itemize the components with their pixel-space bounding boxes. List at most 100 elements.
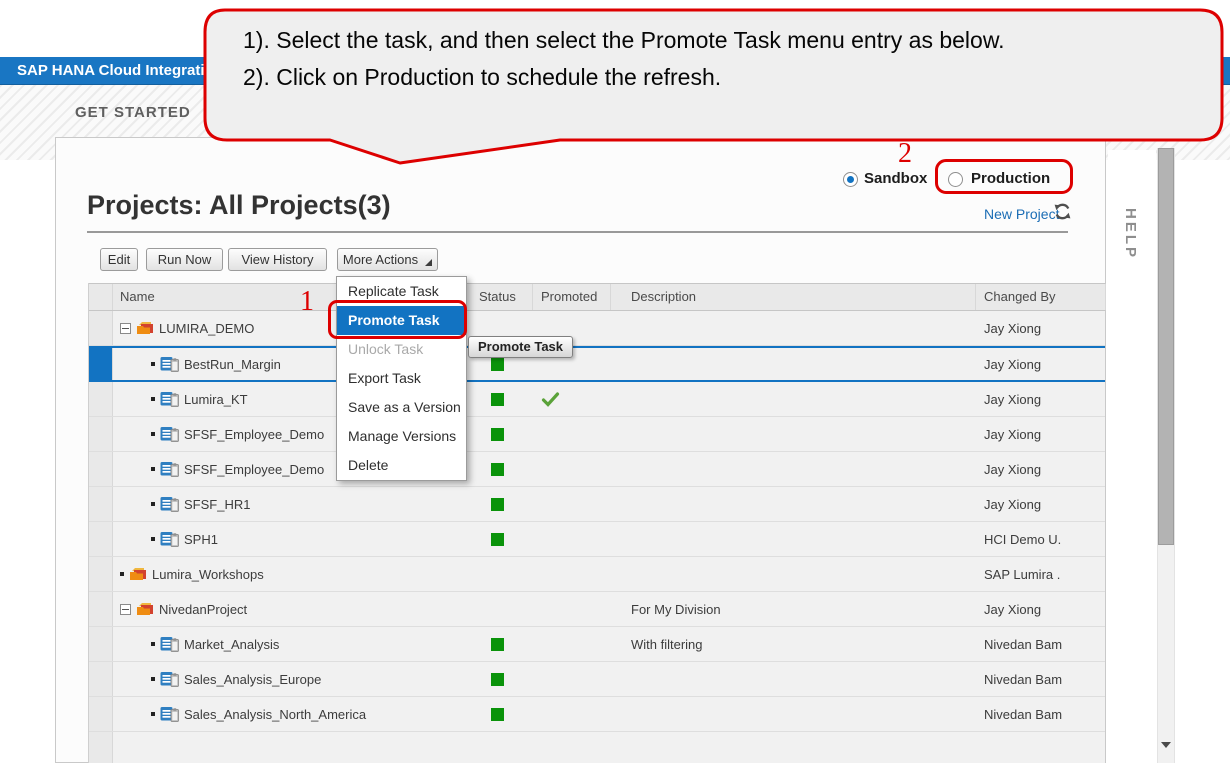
title-divider [87, 231, 1068, 233]
status-indicator [491, 427, 504, 441]
row-changed-by-cell: HCI Demo U. [976, 522, 1106, 556]
row-name-cell[interactable] [113, 732, 467, 763]
table-row[interactable]: SFSF_Employee_Demo Jay Xiong [89, 417, 1105, 452]
production-label[interactable]: Production [971, 170, 1051, 187]
row-changed-by-cell: Nivedan Bam [976, 627, 1106, 661]
sandbox-radio[interactable] [843, 172, 858, 187]
table-row[interactable] [89, 732, 1105, 763]
table-row[interactable]: SPH1 HCI Demo U. [89, 522, 1105, 557]
row-name-cell[interactable]: LUMIRA_DEMO [113, 311, 467, 345]
help-label[interactable]: HELP [1122, 208, 1139, 261]
row-description-cell [611, 417, 976, 451]
row-promoted-cell [533, 557, 611, 591]
row-select-cell[interactable] [89, 662, 113, 696]
row-name-cell[interactable]: Sales_Analysis_North_America [113, 697, 467, 731]
row-changed-by: Jay Xiong [984, 496, 1042, 512]
status-indicator [491, 637, 504, 651]
menu-item-delete[interactable]: Delete [348, 457, 389, 473]
help-tab[interactable]: HELP [1108, 150, 1156, 763]
row-status-cell [467, 592, 533, 626]
row-name-cell[interactable]: Lumira_KT [113, 382, 467, 416]
table-row[interactable]: Market_Analysis With filtering Nivedan Bam [89, 627, 1105, 662]
row-select-cell[interactable] [89, 382, 113, 416]
vertical-scrollbar[interactable] [1157, 148, 1175, 763]
menu-item-promote-task[interactable]: Promote Task [337, 306, 466, 335]
row-name-cell[interactable]: Market_Analysis [113, 627, 467, 661]
row-select-cell[interactable] [89, 452, 113, 486]
menu-item-save-as-a-version[interactable]: Save as a Version [348, 399, 461, 415]
table-row[interactable]: Sales_Analysis_North_America Nivedan Bam [89, 697, 1105, 732]
table-header: Name Status Promoted Description Changed By [89, 283, 1106, 311]
scroll-down-arrow-icon[interactable] [1161, 742, 1171, 748]
menu-item-manage-versions[interactable]: Manage Versions [348, 428, 457, 444]
row-select-cell[interactable] [89, 311, 113, 345]
row-description-cell [611, 311, 976, 345]
row-name-cell[interactable]: NivedanProject [113, 592, 467, 626]
row-select-cell[interactable] [89, 487, 113, 521]
task-icon [160, 357, 179, 372]
row-name-cell[interactable]: BestRun_Margin [113, 348, 467, 380]
row-name-cell[interactable]: SPH1 [113, 522, 467, 556]
bullet-icon [151, 537, 155, 541]
table-row[interactable]: BestRun_Margin Jay Xiong [89, 346, 1105, 382]
row-name-cell[interactable]: SFSF_Employee_Demo [113, 417, 467, 451]
task-icon [160, 532, 179, 547]
row-status-cell [467, 417, 533, 451]
row-promoted-cell [533, 452, 611, 486]
row-description-cell [611, 732, 976, 763]
row-name-cell[interactable]: SFSF_HR1 [113, 487, 467, 521]
row-select-cell[interactable] [89, 557, 113, 591]
row-name: Sales_Analysis_North_America [184, 706, 367, 722]
column-header-changed-by[interactable]: Changed By [976, 284, 1106, 310]
row-select-cell[interactable] [89, 522, 113, 556]
more-actions-button[interactable]: More Actions [337, 248, 438, 271]
row-name-cell[interactable]: Sales_Analysis_Europe [113, 662, 467, 696]
edit-button[interactable]: Edit [100, 248, 138, 271]
row-select-cell[interactable] [89, 592, 113, 626]
scrollbar-thumb[interactable] [1158, 148, 1174, 545]
row-changed-by: Nivedan Bam [984, 671, 1063, 687]
table-row[interactable]: LUMIRA_DEMO Jay Xiong [89, 311, 1105, 346]
new-project-link[interactable]: New Project [984, 206, 1060, 222]
row-name: SFSF_HR1 [184, 496, 251, 512]
task-icon [160, 497, 179, 512]
project-folder-icon [137, 322, 153, 334]
table-row[interactable]: NivedanProject For My Division Jay Xiong [89, 592, 1105, 627]
table-row[interactable]: SFSF_HR1 Jay Xiong [89, 487, 1105, 522]
annotation-step-2: 2 [898, 138, 912, 169]
view-history-button[interactable]: View History [228, 248, 327, 271]
task-icon [160, 672, 179, 687]
table-row[interactable]: Sales_Analysis_Europe Nivedan Bam [89, 662, 1105, 697]
table-row[interactable]: Lumira_Workshops SAP Lumira . [89, 557, 1105, 592]
table-row[interactable]: Lumira_KT Jay Xiong [89, 382, 1105, 417]
production-radio[interactable] [948, 172, 963, 187]
collapse-icon[interactable] [120, 322, 131, 334]
refresh-icon[interactable] [1053, 202, 1072, 226]
row-changed-by: Jay Xiong [984, 601, 1042, 617]
column-header-description[interactable]: Description [611, 284, 976, 310]
row-select-cell[interactable] [89, 732, 113, 763]
column-header-status[interactable]: Status [467, 284, 533, 310]
row-promoted-cell [533, 697, 611, 731]
row-name-cell[interactable]: Lumira_Workshops [113, 557, 467, 591]
bullet-icon [151, 502, 155, 506]
table-row[interactable]: SFSF_Employee_Demo Jay Xiong [89, 452, 1105, 487]
row-changed-by-cell: Jay Xiong [976, 311, 1106, 345]
row-name: Lumira_KT [184, 391, 248, 407]
menu-item-export-task[interactable]: Export Task [348, 370, 421, 386]
run-now-button[interactable]: Run Now [146, 248, 223, 271]
tab-get-started[interactable]: GET STARTED [75, 104, 191, 121]
row-select-cell[interactable] [89, 697, 113, 731]
project-folder-icon [137, 603, 153, 615]
row-select-cell[interactable] [89, 417, 113, 451]
row-select-cell[interactable] [89, 627, 113, 661]
collapse-icon[interactable] [120, 603, 131, 615]
column-header-promoted[interactable]: Promoted [533, 284, 611, 310]
task-icon [160, 392, 179, 407]
row-select-cell[interactable] [89, 348, 113, 380]
row-changed-by: Jay Xiong [984, 391, 1042, 407]
row-name-cell[interactable]: SFSF_Employee_Demo [113, 452, 467, 486]
menu-item-replicate-task[interactable]: Replicate Task [348, 283, 439, 299]
row-changed-by: SAP Lumira . [984, 566, 1061, 582]
sandbox-label[interactable]: Sandbox [864, 170, 928, 187]
